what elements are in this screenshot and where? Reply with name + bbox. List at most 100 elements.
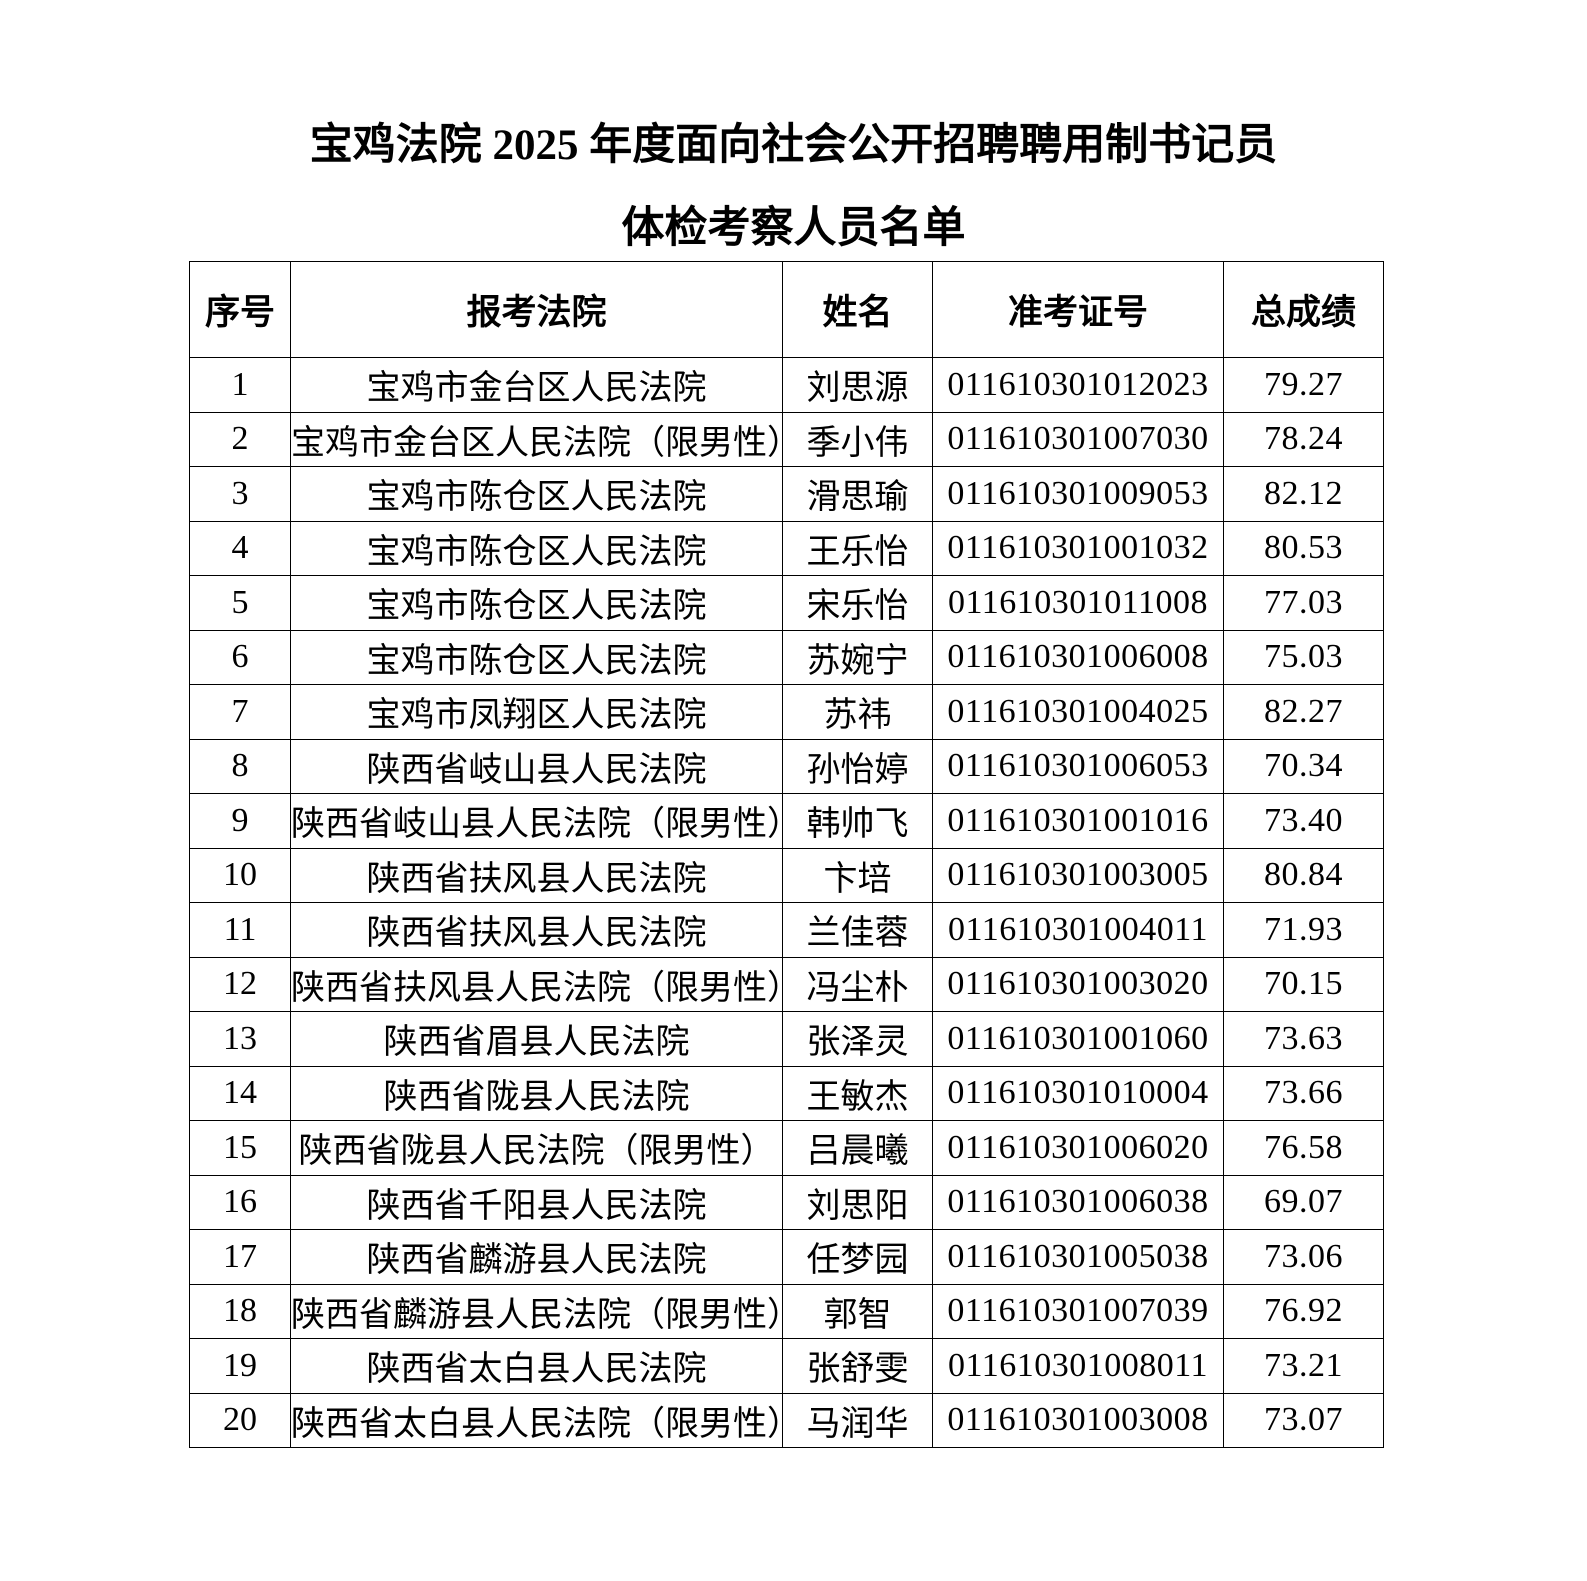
cell-admission-number: 011610301007039 <box>932 1283 1224 1339</box>
cell-court-name: 宝鸡市凤翔区人民法院 <box>290 684 783 740</box>
cell-court-name: 陕西省扶风县人民法院 <box>290 902 783 958</box>
cell-admission-number: 011610301011008 <box>932 575 1224 631</box>
cell-row-index: 5 <box>189 575 291 631</box>
cell-row-index: 14 <box>189 1065 291 1121</box>
cell-candidate-name: 孙怡婷 <box>782 738 933 794</box>
cell-row-index: 17 <box>189 1229 291 1285</box>
cell-admission-number: 011610301008011 <box>932 1338 1224 1394</box>
cell-court-name: 宝鸡市陈仓区人民法院 <box>290 466 783 522</box>
cell-total-score: 70.34 <box>1223 738 1384 794</box>
table-row: 8 陕西省岐山县人民法院 孙怡婷 011610301006053 70.34 <box>189 738 1384 794</box>
table-row: 15 陕西省陇县人民法院（限男性） 吕晨曦 011610301006020 76.58 <box>189 1120 1384 1176</box>
cell-candidate-name: 张泽灵 <box>782 1011 933 1067</box>
table-row: 9 陕西省岐山县人民法院（限男性） 韩帅飞 011610301001016 73.40 <box>189 793 1384 849</box>
cell-total-score: 75.03 <box>1223 629 1384 685</box>
cell-total-score: 73.06 <box>1223 1229 1384 1285</box>
table-row: 19 陕西省太白县人民法院 张舒雯 011610301008011 73.21 <box>189 1338 1384 1394</box>
col-header-total-score: 总成绩 <box>1223 261 1384 358</box>
cell-candidate-name: 马润华 <box>782 1392 933 1448</box>
table-header: 序号 报考法院 姓名 准考证号 总成绩 <box>189 261 1384 358</box>
table-row: 4 宝鸡市陈仓区人民法院 王乐怡 011610301001032 80.53 <box>189 520 1384 576</box>
cell-row-index: 4 <box>189 520 291 576</box>
cell-total-score: 73.66 <box>1223 1065 1384 1121</box>
cell-court-name: 陕西省麟游县人民法院（限男性） <box>290 1283 783 1339</box>
table-row: 10 陕西省扶风县人民法院 卞培 011610301003005 80.84 <box>189 847 1384 903</box>
cell-candidate-name: 宋乐怡 <box>782 575 933 631</box>
cell-row-index: 10 <box>189 847 291 903</box>
cell-admission-number: 011610301006053 <box>932 738 1224 794</box>
cell-admission-number: 011610301007030 <box>932 411 1224 467</box>
cell-candidate-name: 刘思阳 <box>782 1174 933 1230</box>
cell-row-index: 19 <box>189 1338 291 1394</box>
table-row: 17 陕西省麟游县人民法院 任梦园 011610301005038 73.06 <box>189 1229 1384 1285</box>
table-row: 5 宝鸡市陈仓区人民法院 宋乐怡 011610301011008 77.03 <box>189 575 1384 631</box>
cell-row-index: 11 <box>189 902 291 958</box>
document-title-line2: 体检考察人员名单 <box>621 205 966 252</box>
cell-row-index: 15 <box>189 1120 291 1176</box>
table-row: 20 陕西省太白县人民法院（限男性） 马润华 011610301003008 73.07 <box>189 1392 1384 1448</box>
cell-row-index: 8 <box>189 738 291 794</box>
cell-candidate-name: 滑思瑜 <box>782 466 933 522</box>
cell-total-score: 73.40 <box>1223 793 1384 849</box>
table-header-row: 序号 报考法院 姓名 准考证号 总成绩 <box>189 261 1384 358</box>
cell-admission-number: 011610301006008 <box>932 629 1224 685</box>
cell-total-score: 80.84 <box>1223 847 1384 903</box>
cell-row-index: 20 <box>189 1392 291 1448</box>
cell-total-score: 69.07 <box>1223 1174 1384 1230</box>
cell-candidate-name: 郭智 <box>782 1283 933 1339</box>
cell-candidate-name: 王乐怡 <box>782 520 933 576</box>
cell-total-score: 71.93 <box>1223 902 1384 958</box>
cell-court-name: 陕西省扶风县人民法院 <box>290 847 783 903</box>
cell-total-score: 79.27 <box>1223 357 1384 413</box>
table-row: 11 陕西省扶风县人民法院 兰佳蓉 011610301004011 71.93 <box>189 902 1384 958</box>
col-header-name: 姓名 <box>782 261 933 358</box>
col-header-court: 报考法院 <box>290 261 783 358</box>
cell-total-score: 76.58 <box>1223 1120 1384 1176</box>
cell-candidate-name: 刘思源 <box>782 357 933 413</box>
cell-court-name: 宝鸡市金台区人民法院（限男性） <box>290 411 783 467</box>
cell-admission-number: 011610301001060 <box>932 1011 1224 1067</box>
cell-admission-number: 011610301003008 <box>932 1392 1224 1448</box>
table-row: 18 陕西省麟游县人民法院（限男性） 郭智 011610301007039 76.92 <box>189 1283 1384 1339</box>
cell-row-index: 13 <box>189 1011 291 1067</box>
cell-row-index: 2 <box>189 411 291 467</box>
table-row: 6 宝鸡市陈仓区人民法院 苏婉宁 011610301006008 75.03 <box>189 629 1384 685</box>
cell-row-index: 16 <box>189 1174 291 1230</box>
cell-admission-number: 011610301010004 <box>932 1065 1224 1121</box>
cell-admission-number: 011610301006020 <box>932 1120 1224 1176</box>
cell-court-name: 陕西省太白县人民法院（限男性） <box>290 1392 783 1448</box>
table-row: 14 陕西省陇县人民法院 王敏杰 011610301010004 73.66 <box>189 1065 1384 1121</box>
table-row: 16 陕西省千阳县人民法院 刘思阳 011610301006038 69.07 <box>189 1174 1384 1230</box>
cell-court-name: 宝鸡市陈仓区人民法院 <box>290 629 783 685</box>
cell-row-index: 18 <box>189 1283 291 1339</box>
cell-court-name: 宝鸡市陈仓区人民法院 <box>290 575 783 631</box>
cell-candidate-name: 兰佳蓉 <box>782 902 933 958</box>
cell-total-score: 80.53 <box>1223 520 1384 576</box>
table-body: 1 宝鸡市金台区人民法院 刘思源 011610301012023 79.27 2 宝鸡市金台… <box>189 357 1384 1448</box>
cell-candidate-name: 季小伟 <box>782 411 933 467</box>
cell-admission-number: 011610301004011 <box>932 902 1224 958</box>
cell-court-name: 陕西省扶风县人民法院（限男性） <box>290 956 783 1012</box>
cell-total-score: 76.92 <box>1223 1283 1384 1339</box>
cell-admission-number: 011610301009053 <box>932 466 1224 522</box>
cell-total-score: 82.27 <box>1223 684 1384 740</box>
cell-admission-number: 011610301001016 <box>932 793 1224 849</box>
cell-candidate-name: 苏祎 <box>782 684 933 740</box>
cell-row-index: 6 <box>189 629 291 685</box>
cell-row-index: 1 <box>189 357 291 413</box>
cell-court-name: 陕西省陇县人民法院 <box>290 1065 783 1121</box>
candidates-table: 序号 报考法院 姓名 准考证号 总成绩 1 宝鸡市金台区人民法院 刘思源 011610… <box>189 261 1384 1448</box>
col-header-index: 序号 <box>189 261 291 358</box>
table-row: 2 宝鸡市金台区人民法院（限男性） 季小伟 011610301007030 78.24 <box>189 411 1384 467</box>
table-row: 1 宝鸡市金台区人民法院 刘思源 011610301012023 79.27 <box>189 357 1384 413</box>
cell-candidate-name: 卞培 <box>782 847 933 903</box>
cell-total-score: 82.12 <box>1223 466 1384 522</box>
cell-candidate-name: 吕晨曦 <box>782 1120 933 1176</box>
cell-admission-number: 011610301005038 <box>932 1229 1224 1285</box>
cell-court-name: 陕西省太白县人民法院 <box>290 1338 783 1394</box>
document-title-line1: 宝鸡法院 2025 年度面向社会公开招聘聘用制书记员 <box>309 122 1278 169</box>
cell-row-index: 12 <box>189 956 291 1012</box>
cell-candidate-name: 王敏杰 <box>782 1065 933 1121</box>
